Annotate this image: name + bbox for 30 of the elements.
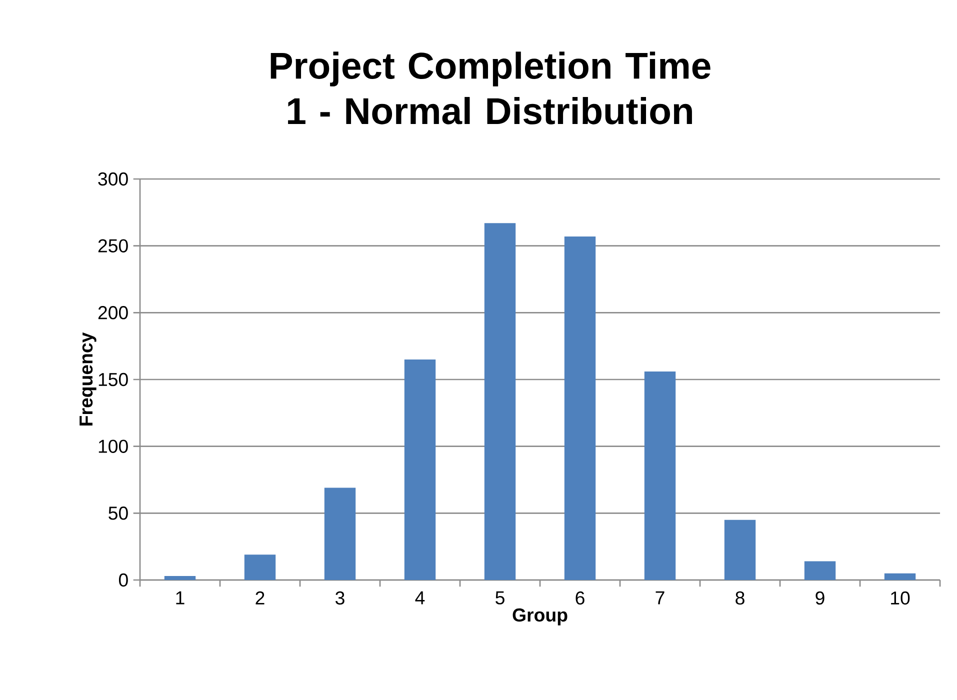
x-tick-label: 5: [496, 591, 504, 604]
bar: [564, 236, 596, 580]
x-tick-label: 3: [336, 591, 344, 605]
y-tick-label: 250: [98, 239, 128, 252]
bar: [164, 576, 196, 580]
x-tick-label: 8: [736, 591, 744, 605]
bar: [404, 359, 436, 580]
x-tick-label: 7: [656, 591, 664, 604]
bar: [244, 554, 276, 580]
bar: [804, 561, 836, 580]
y-tick-label: 200: [98, 306, 128, 320]
bar: [484, 223, 516, 580]
y-tick-label: 100: [98, 440, 128, 453]
x-tick-label: 4: [415, 591, 425, 604]
chart-title: Project Completion Time 1 - Normal Distribution: [270, 52, 710, 124]
y-tick-label: 0: [118, 573, 128, 587]
bar: [724, 520, 756, 580]
x-tick-label: 6: [576, 591, 584, 605]
y-tick-label: 150: [98, 372, 128, 386]
x-axis-title: Group: [512, 608, 568, 626]
y-tick-label: 300: [98, 172, 128, 186]
bar: [884, 573, 916, 580]
x-tick-label: 10: [891, 591, 910, 605]
y-tick-label: 50: [108, 506, 128, 520]
bar: [324, 488, 356, 580]
x-tick-label: 2: [256, 591, 264, 604]
x-tick-label: 9: [816, 591, 824, 605]
y-axis-title: Frequency: [80, 332, 96, 426]
x-tick-label: 1: [176, 591, 184, 604]
bar: [644, 371, 676, 580]
